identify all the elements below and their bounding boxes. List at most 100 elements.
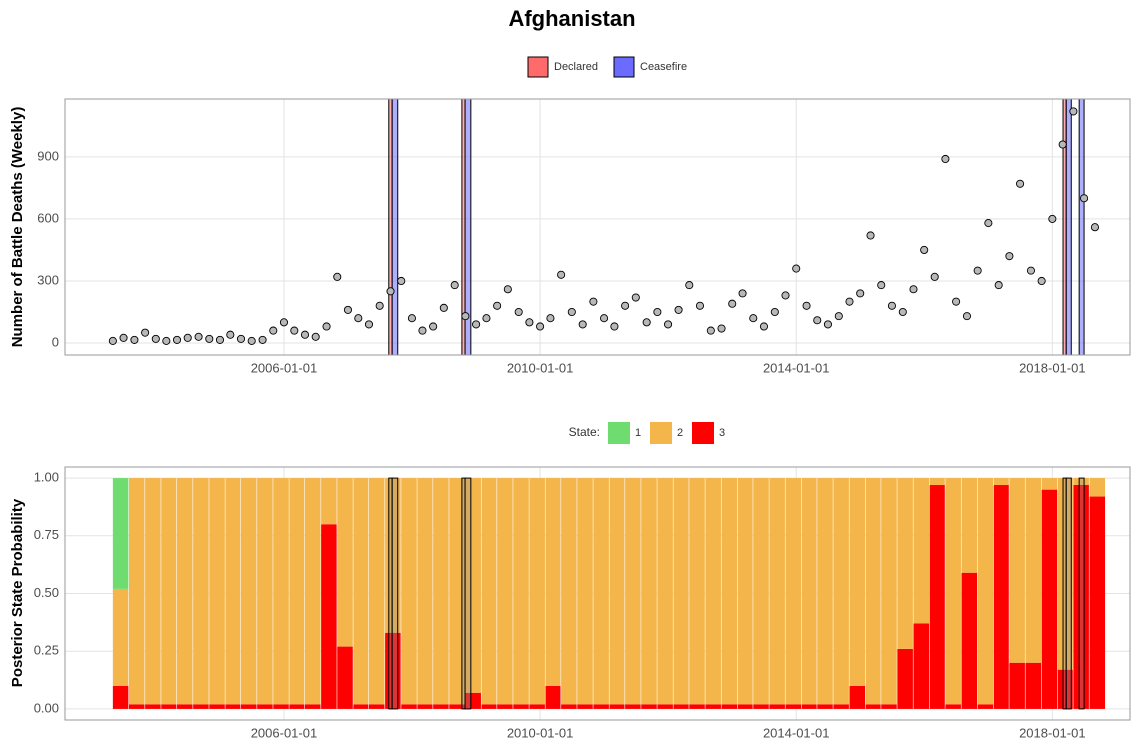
bar-segment <box>817 704 833 709</box>
bar-segment <box>417 704 433 709</box>
period-outline <box>391 477 399 710</box>
data-point <box>759 322 769 331</box>
bar-segment <box>1009 662 1025 709</box>
data-point <box>1005 252 1014 261</box>
bar-segment <box>961 572 978 709</box>
data-point <box>578 320 587 329</box>
data-point <box>909 285 918 294</box>
bar-segment <box>961 478 978 573</box>
bar-segment <box>112 685 129 709</box>
bar-segment <box>161 478 177 705</box>
bar-segment <box>353 704 369 709</box>
bar-segment <box>368 478 385 705</box>
bar-segment <box>865 478 881 705</box>
bar-segment <box>145 704 161 709</box>
bar-segment <box>337 478 353 647</box>
period-band <box>391 98 399 356</box>
bar-segment <box>657 478 673 705</box>
bar-segment <box>881 478 897 705</box>
bar-segment <box>721 704 738 709</box>
bar-segment <box>577 478 593 705</box>
bar-segment <box>721 478 738 705</box>
data-point <box>364 320 374 329</box>
data-point <box>1069 107 1078 116</box>
data-point <box>685 281 694 290</box>
data-point <box>674 305 683 314</box>
data-point <box>738 289 747 298</box>
bar-segment <box>304 704 321 709</box>
bar-segment <box>241 478 257 705</box>
bar-segment <box>737 704 753 709</box>
bar-segment <box>945 704 961 709</box>
bar-segment <box>929 485 945 709</box>
bar-segment <box>769 704 785 709</box>
bar-segment <box>177 704 193 709</box>
legend-label: 2 <box>677 427 683 439</box>
bar-segment <box>673 704 689 709</box>
bar-segment <box>289 478 305 705</box>
data-point <box>311 332 320 341</box>
bar-segment <box>193 704 209 709</box>
data-point <box>930 272 939 281</box>
bar-segment <box>1073 485 1089 709</box>
bar-segment <box>273 704 289 709</box>
data-point <box>461 312 470 321</box>
bar-segment <box>801 704 817 709</box>
period-outline <box>464 477 472 710</box>
bar-segment <box>753 704 769 709</box>
bar-segment <box>449 704 465 709</box>
bar-segment <box>977 478 994 705</box>
data-point <box>610 322 619 331</box>
bar-segment <box>1073 478 1089 486</box>
bar-segment <box>257 704 273 709</box>
data-point <box>269 326 278 335</box>
bar-segment <box>529 704 545 709</box>
bar-segment <box>657 704 673 709</box>
data-point <box>749 314 758 323</box>
legend-swatch <box>527 56 549 78</box>
plot-border <box>64 98 1131 356</box>
y-axis-label: Number of Battle Deaths (Weekly) <box>9 107 26 348</box>
bar-segment <box>513 478 529 705</box>
data-point <box>717 324 726 333</box>
bar-segment <box>801 478 817 705</box>
data-point <box>503 285 512 294</box>
bar-segment <box>337 646 353 709</box>
bar-segment <box>289 704 305 709</box>
legend-label: 3 <box>719 427 725 439</box>
legend-swatch <box>608 422 630 444</box>
data-point <box>482 314 491 323</box>
data-point <box>994 281 1003 290</box>
bar-segment <box>433 704 449 709</box>
data-point <box>856 289 865 298</box>
data-point <box>920 245 929 255</box>
bar-segment <box>561 704 577 709</box>
data-point <box>386 287 395 296</box>
x-tick-label: 2006-01-01 <box>251 360 318 375</box>
data-point <box>525 318 534 327</box>
data-point <box>653 307 662 317</box>
data-point <box>1090 223 1099 232</box>
data-point <box>589 297 598 306</box>
data-point <box>151 334 160 343</box>
data-point <box>333 272 342 281</box>
data-point <box>866 231 875 240</box>
data-point <box>1080 194 1089 203</box>
data-point <box>450 281 459 290</box>
y-tick-label: 0.00 <box>34 700 59 715</box>
data-point <box>781 291 790 300</box>
data-point <box>546 314 555 323</box>
data-point <box>183 333 192 342</box>
data-point <box>845 297 854 306</box>
bar-segment <box>112 588 129 686</box>
data-point <box>108 336 117 345</box>
y-tick-label: 600 <box>37 210 59 225</box>
data-point <box>130 335 139 344</box>
bar-segment <box>913 478 930 624</box>
period-outline <box>1078 477 1085 710</box>
bar-segment <box>881 704 897 709</box>
data-point <box>1037 276 1046 286</box>
data-point <box>279 318 289 327</box>
bar-segment <box>257 478 273 705</box>
